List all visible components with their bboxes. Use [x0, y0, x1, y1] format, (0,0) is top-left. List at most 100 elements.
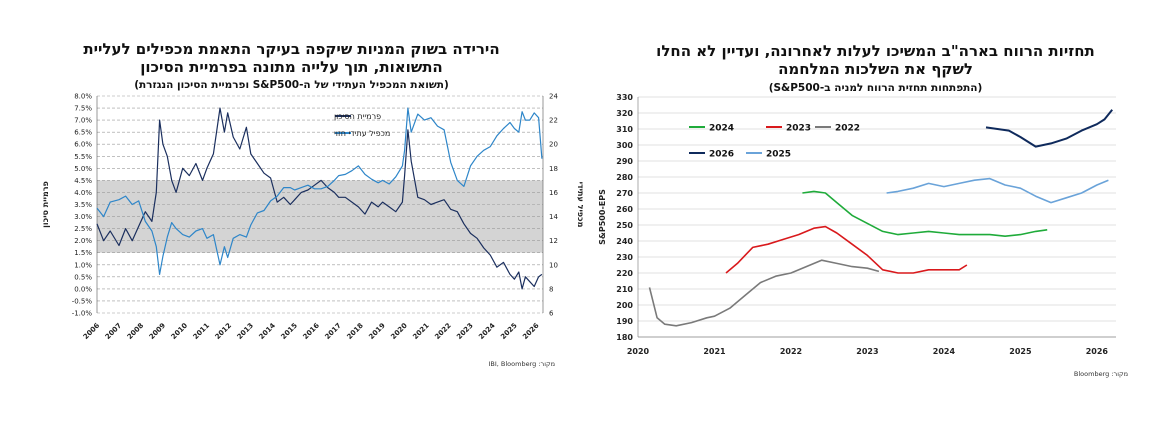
y-left-tick-label: 5.5% — [74, 153, 92, 161]
x-tick-label: 2022 — [780, 347, 802, 356]
series-line-2026 — [985, 109, 1113, 148]
y-tick-label: 280 — [616, 173, 633, 182]
x-tick-label: 2018 — [345, 321, 365, 341]
x-tick-label: 2026 — [1086, 347, 1109, 356]
x-tick-label: 2011 — [192, 321, 212, 341]
y-left-tick-label: 2.5% — [74, 225, 92, 233]
y-tick-label: 230 — [616, 253, 633, 262]
series-line-2025 — [886, 177, 1109, 204]
right-chart-plot: 330 320 310 300 290 280 270 260 250 240 230 220 210 2… — [598, 93, 1116, 356]
right-chart-subtitle: (התפתחות תחזית הרווח למניה ב-S&P500) — [768, 82, 983, 94]
x-tick-label: 2007 — [104, 321, 124, 341]
y-tick-label: 260 — [616, 205, 633, 214]
y-tick-label: 200 — [616, 301, 633, 310]
x-tick-label: 2008 — [126, 321, 146, 341]
x-tick-label: 2022 — [433, 321, 453, 341]
y-left-tick-label: 3.0% — [74, 213, 92, 221]
x-tick-label: 2025 — [1009, 347, 1032, 356]
legend-label: 2026 — [709, 150, 734, 160]
series-line-2022 — [648, 259, 880, 327]
y-left-tick-label: 6.5% — [74, 129, 92, 137]
x-tick-label: 2013 — [236, 321, 256, 341]
x-tick-label: 2017 — [323, 321, 343, 341]
y-right-tick-label: 10 — [549, 261, 558, 269]
legend-label: 2025 — [766, 150, 791, 160]
left-chart-title-line1: הירידה בשוק המניות שיקפה בעיקר התאמת מכפ… — [83, 40, 500, 58]
x-tick-label: 2021 — [411, 321, 431, 341]
y-right-tick-label: 12 — [549, 237, 558, 245]
y-left-tick-label: 2.0% — [74, 237, 92, 245]
legend-label: 2023 — [786, 124, 811, 134]
y-left-tick-label: 7.0% — [74, 117, 92, 125]
y-left-tick-label: 1.0% — [74, 261, 92, 269]
y-left-tick-label: -1.0% — [72, 310, 93, 318]
x-tick-label: 2010 — [170, 321, 190, 341]
y-right-tick-label: 24 — [549, 93, 558, 101]
x-tick-label: 2025 — [499, 321, 519, 341]
y-tick-label: 250 — [616, 221, 633, 230]
left-chart-subtitle: (תשואת המכפיל העתידי של ה-S&P500 ופרמיית… — [134, 79, 449, 91]
y-right-tick-label: 20 — [549, 141, 558, 149]
risk-premium-line — [96, 107, 543, 290]
y-tick-label: 190 — [616, 317, 633, 326]
x-tick-label: 2023 — [856, 347, 878, 356]
x-tick-label: 2020 — [627, 347, 650, 356]
y-right-tick-label: 22 — [549, 117, 558, 125]
right-chart-panel: תחזיות הרווח בארה"ב המשיכו לעלות לאחרונה… — [583, 0, 1166, 421]
x-tick-label: 2012 — [214, 321, 234, 341]
x-tick-label: 2014 — [258, 321, 278, 341]
x-tick-label: 2019 — [367, 321, 387, 341]
x-tick-label: 2024 — [477, 321, 497, 341]
y-left-axis-label: פרמיית סיכון — [41, 181, 50, 228]
legend-label: 2022 — [835, 124, 860, 134]
x-tick-label: 2016 — [302, 321, 322, 341]
y-tick-label: 220 — [616, 269, 633, 278]
y-tick-label: 210 — [616, 285, 633, 294]
legend-label: מכפיל עתידי חזוי — [334, 129, 390, 138]
y-tick-label: 310 — [616, 125, 633, 134]
y-tick-label: 300 — [616, 141, 633, 150]
y-tick-label: 240 — [616, 237, 633, 246]
left-chart-plot: 8.0% 7.5% 7.0% 6.5% 6.0% 5.5% 5.0% 4.5% 4.0% 3.5%… — [41, 93, 583, 342]
y-right-tick-label: 6 — [549, 310, 554, 318]
y-left-tick-label: 4.0% — [74, 189, 92, 197]
y-right-tick-label: 8 — [549, 285, 553, 293]
x-tick-label: 2015 — [280, 321, 300, 341]
y-left-tick-label: 5.0% — [74, 165, 92, 173]
x-tick-label: 2009 — [148, 321, 168, 341]
y-left-tick-label: 0.0% — [74, 285, 92, 293]
legend-label: פרמיית הסיכון — [334, 112, 381, 121]
x-tick-label: 2023 — [455, 321, 475, 341]
x-tick-label: 2026 — [521, 321, 541, 341]
y-right-axis-label: מכפיל עתידי — [576, 182, 583, 228]
y-left-tick-label: 6.0% — [74, 141, 92, 149]
left-chart-panel: הירידה בשוק המניות שיקפה בעיקר התאמת מכפ… — [41, 40, 583, 368]
forward-pe-line — [96, 107, 543, 275]
y-tick-label: 330 — [616, 93, 633, 102]
right-chart-title-line1: תחזיות הרווח בארה"ב המשיכו לעלות לאחרונה… — [656, 42, 1095, 60]
y-tick-label: 290 — [616, 157, 633, 166]
y-left-tick-label: 1.5% — [74, 249, 92, 257]
x-tick-label: 2020 — [389, 321, 409, 341]
series-line-2023 — [725, 225, 968, 274]
y-left-tick-label: -0.5% — [72, 297, 93, 305]
legend-label: 2024 — [709, 124, 734, 134]
x-tick-label: 2021 — [703, 347, 726, 356]
y-right-tick-label: 14 — [549, 213, 558, 221]
right-chart-source: מקור: Bloomberg — [1073, 370, 1128, 378]
y-left-tick-label: 0.5% — [74, 273, 92, 281]
y-left-tick-label: 3.5% — [74, 201, 92, 209]
x-tick-label: 2024 — [933, 347, 956, 356]
left-chart-title-line2: התשואות, תוך עלייה מתונה בפרמיית הסיכון — [140, 58, 443, 76]
y-right-tick-label: 18 — [549, 165, 558, 173]
y-right-tick-label: 16 — [549, 189, 558, 197]
x-tick-label: 2006 — [82, 321, 102, 341]
y-tick-label: 180 — [616, 333, 633, 342]
right-chart-title-line2: לשקף את השלכות המלחמה — [778, 60, 973, 78]
y-tick-label: 270 — [616, 189, 633, 198]
y-left-tick-label: 8.0% — [74, 93, 92, 101]
y-left-tick-label: 4.5% — [74, 177, 92, 185]
y-axis-label: S&P500-EPS — [598, 189, 607, 245]
y-tick-label: 320 — [616, 109, 633, 118]
series-line-2024 — [802, 190, 1048, 237]
